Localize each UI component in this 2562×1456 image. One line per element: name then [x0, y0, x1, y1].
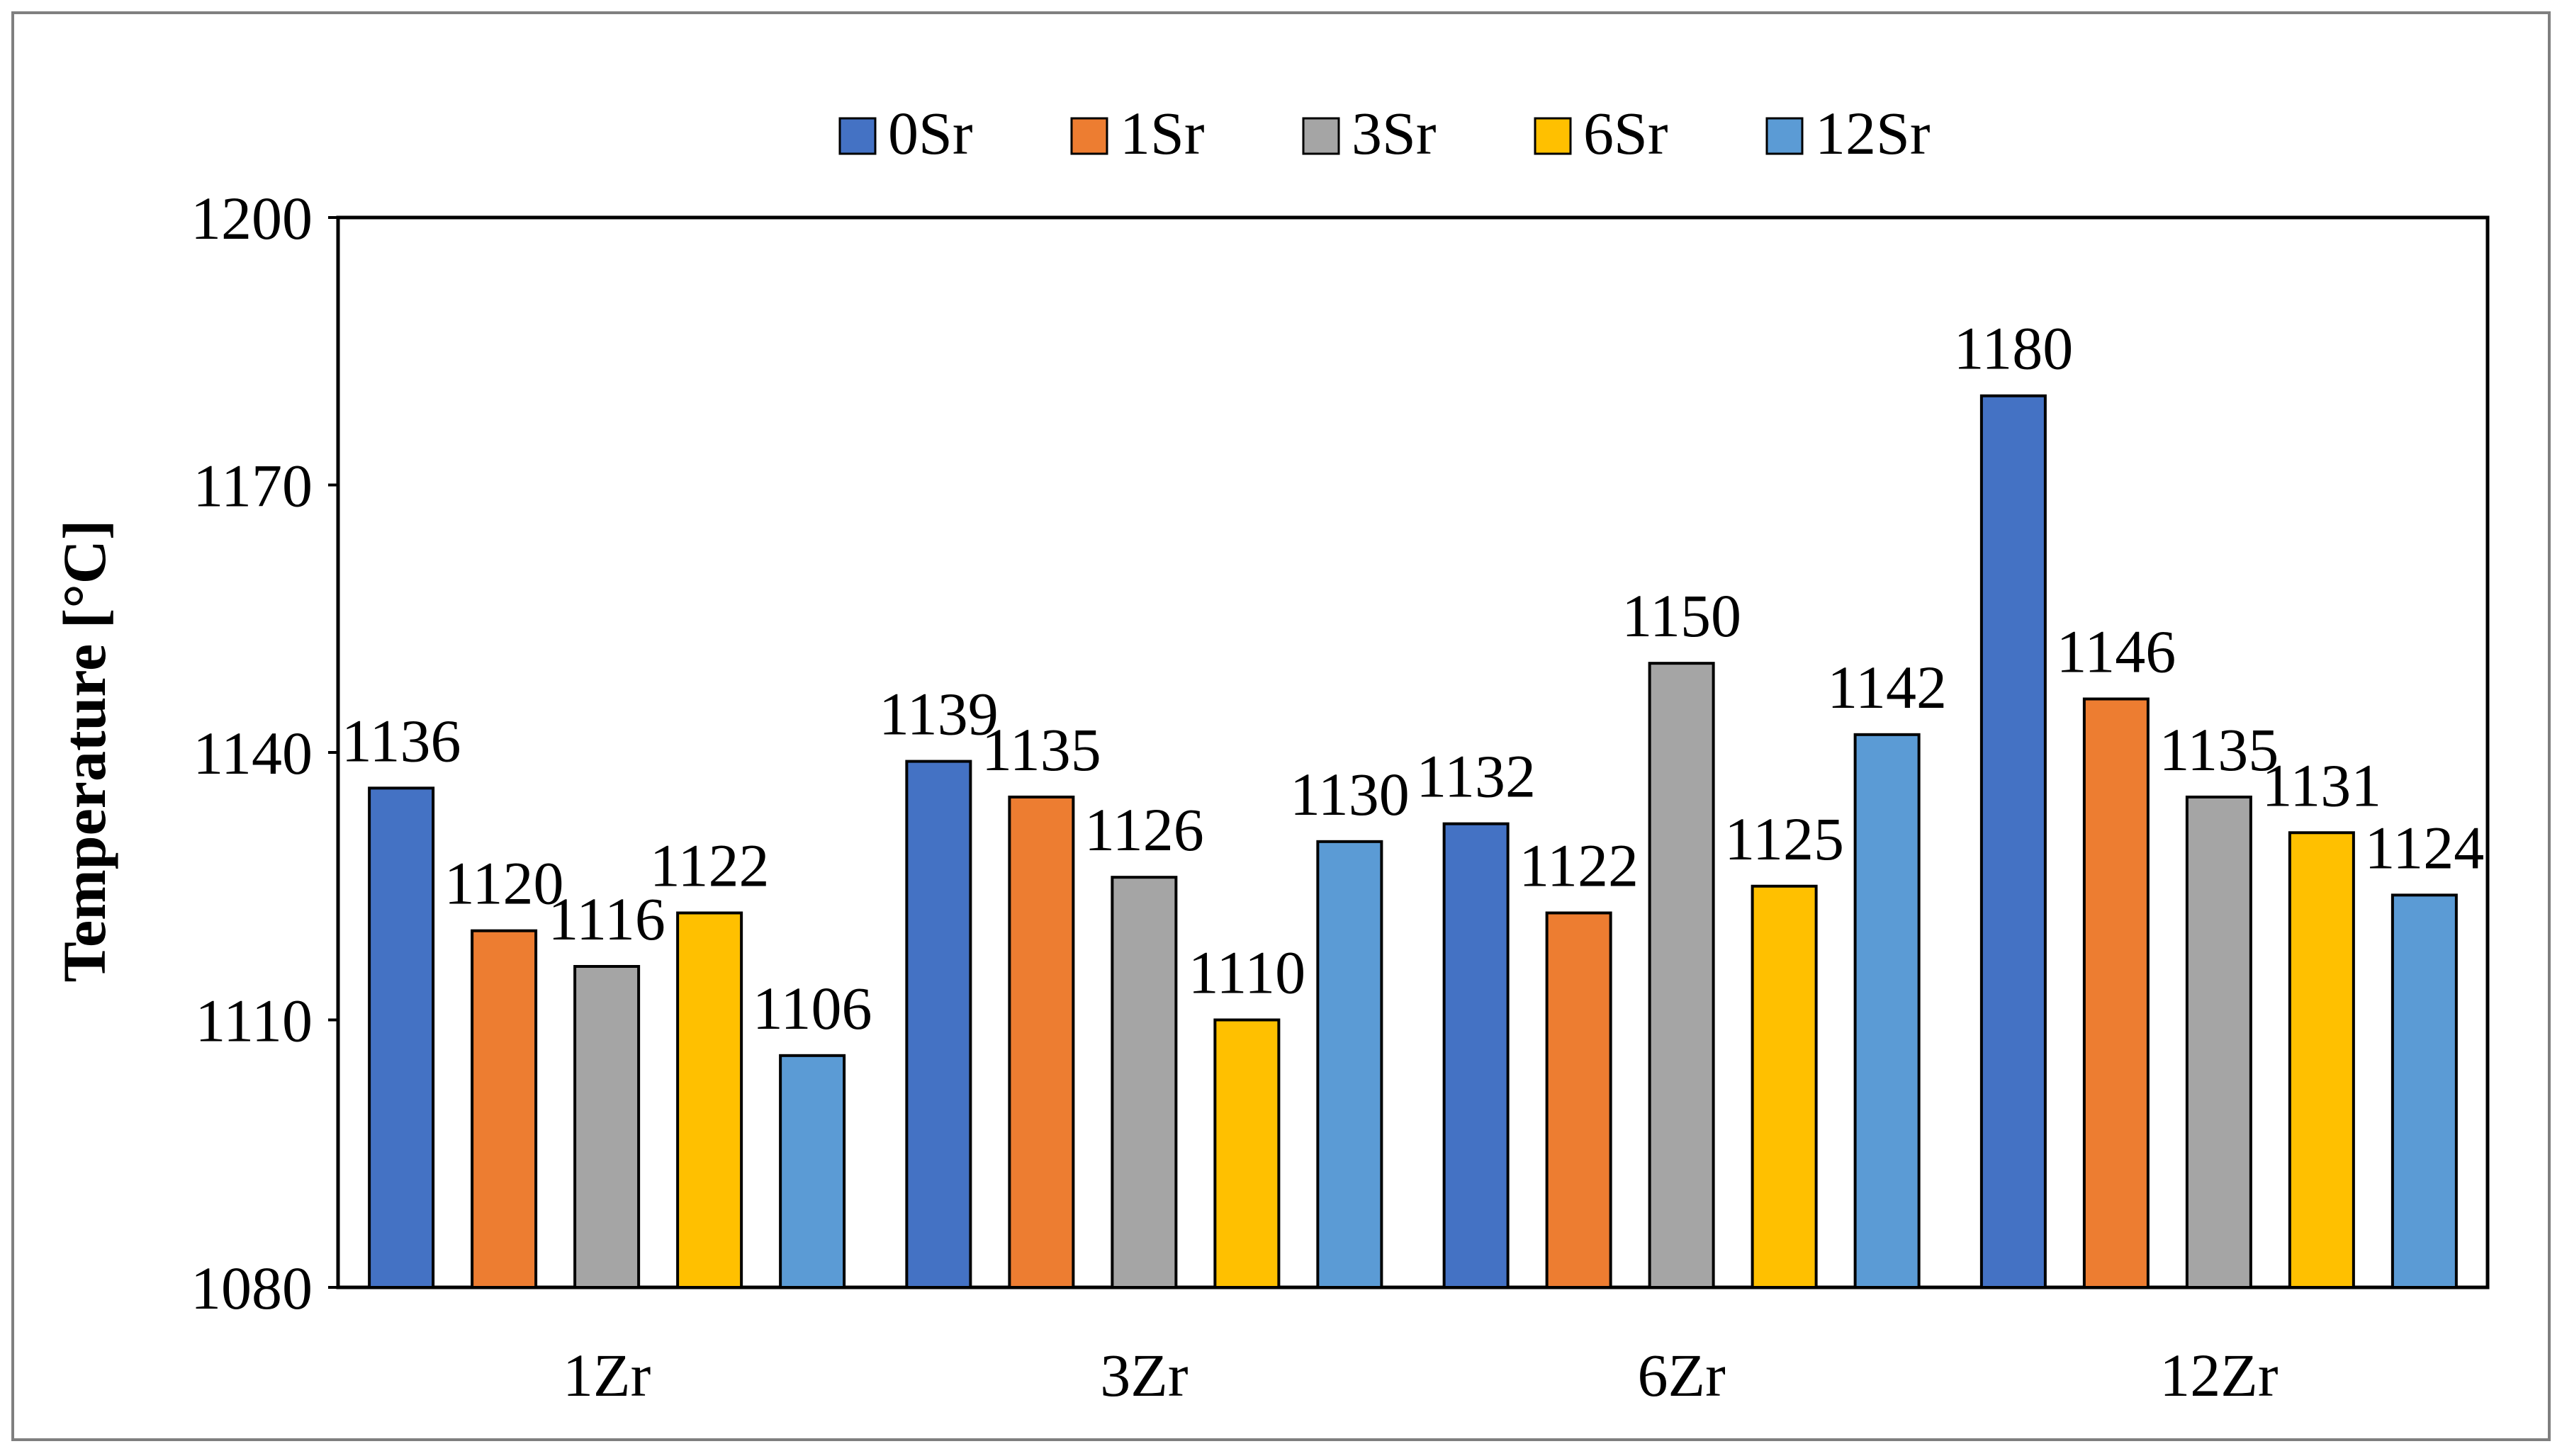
- data-label: 1122: [650, 832, 770, 900]
- data-label: 1125: [1724, 805, 1844, 873]
- data-label: 1110: [1189, 939, 1306, 1007]
- legend-swatch-6Sr: [1534, 117, 1572, 155]
- bar-0Sr-12Zr: [1979, 394, 2047, 1289]
- bar-1Sr-6Zr: [1545, 911, 1612, 1289]
- y-tick-label: 1200: [191, 184, 313, 252]
- data-label: 1122: [1519, 832, 1639, 900]
- x-category-label: 12Zr: [2159, 1341, 2278, 1409]
- bar-1Sr-12Zr: [2082, 697, 2150, 1289]
- bar-0Sr-3Zr: [905, 760, 972, 1289]
- data-label: 1130: [1290, 760, 1410, 828]
- data-label: 1116: [548, 885, 665, 953]
- data-label: 1146: [2056, 618, 2176, 686]
- data-label: 1106: [753, 974, 872, 1042]
- bar-1Sr-3Zr: [1008, 795, 1075, 1289]
- bars: [368, 394, 2458, 1289]
- data-label: 1126: [1084, 796, 1204, 864]
- bar-3Sr-12Zr: [2185, 795, 2252, 1289]
- data-labels: 1136112011161122110611391135112611101130…: [342, 315, 2485, 1042]
- data-label: 1139: [879, 680, 999, 748]
- bar-6Sr-12Zr: [2288, 831, 2355, 1289]
- x-axis-category-labels: 1Zr 3Zr 6Zr 12Zr: [563, 1341, 2278, 1409]
- data-label: 1142: [1827, 653, 1947, 721]
- bar-0Sr-6Zr: [1442, 822, 1510, 1289]
- data-label: 1180: [1953, 315, 2073, 383]
- y-axis-ticks: 1080 1110 1140 1170 1200: [191, 184, 338, 1322]
- y-axis-title: Temperature [°C]: [50, 520, 118, 983]
- x-category-label: 1Zr: [563, 1341, 651, 1409]
- bar-1Sr-1Zr: [471, 929, 538, 1289]
- bar-12Sr-6Zr: [1853, 733, 1921, 1289]
- y-tick-label: 1080: [191, 1254, 313, 1322]
- legend: 0Sr 1Sr 3Sr 6Sr 12Sr: [838, 99, 1930, 167]
- bar-12Sr-12Zr: [2390, 893, 2458, 1289]
- x-category-label: 3Zr: [1100, 1341, 1188, 1409]
- y-tick-label: 1140: [193, 719, 313, 787]
- bar-12Sr-1Zr: [779, 1054, 846, 1289]
- legend-label: 12Sr: [1815, 99, 1930, 167]
- data-label: 1135: [982, 716, 1101, 784]
- bar-6Sr-1Zr: [676, 911, 743, 1289]
- y-tick-label: 1170: [193, 452, 313, 520]
- legend-swatch-0Sr: [838, 117, 877, 155]
- legend-swatch-1Sr: [1070, 117, 1108, 155]
- data-label: 1136: [342, 706, 461, 774]
- bar-6Sr-6Zr: [1751, 884, 1818, 1289]
- data-label: 1131: [2262, 751, 2381, 819]
- bar-3Sr-1Zr: [573, 965, 641, 1289]
- data-label: 1150: [1622, 582, 1741, 650]
- bar-0Sr-1Zr: [368, 786, 435, 1289]
- data-label: 1124: [2364, 813, 2484, 881]
- y-tick-label: 1110: [195, 987, 313, 1055]
- legend-swatch-12Sr: [1765, 117, 1804, 155]
- bar-3Sr-6Zr: [1648, 662, 1715, 1289]
- legend-label: 1Sr: [1120, 99, 1204, 167]
- bar-12Sr-3Zr: [1316, 840, 1383, 1289]
- data-label: 1132: [1416, 743, 1536, 811]
- legend-label: 6Sr: [1583, 99, 1668, 167]
- bar-3Sr-3Zr: [1111, 876, 1178, 1289]
- legend-label: 3Sr: [1352, 99, 1436, 167]
- legend-label: 0Sr: [888, 99, 972, 167]
- bar-6Sr-3Zr: [1213, 1018, 1281, 1289]
- data-label: 1120: [444, 850, 564, 918]
- data-label: 1135: [2159, 716, 2279, 784]
- legend-swatch-3Sr: [1302, 117, 1340, 155]
- x-category-label: 6Zr: [1638, 1341, 1726, 1409]
